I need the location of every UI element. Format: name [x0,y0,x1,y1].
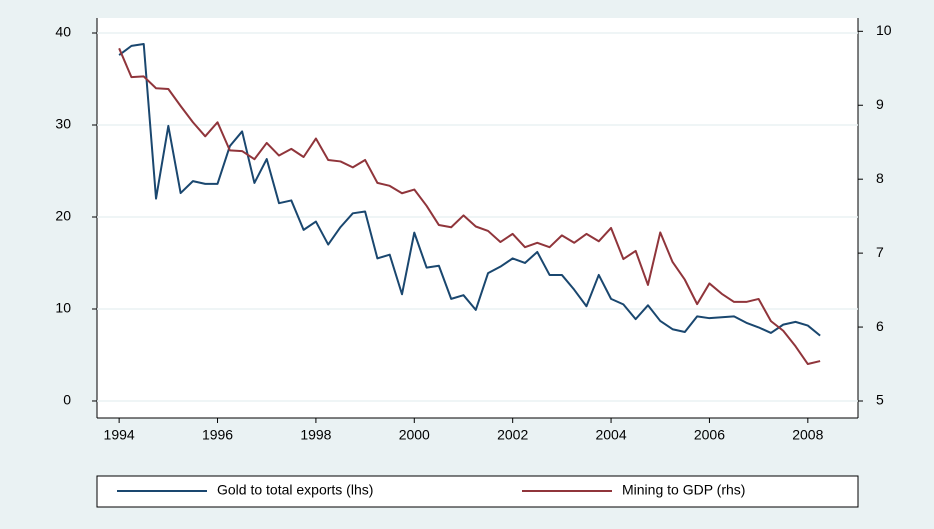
y-tick-label: 10 [55,300,71,316]
legend-label: Mining to GDP (rhs) [622,482,745,498]
x-tick-label: 1994 [104,427,135,443]
x-tick-label: 2004 [595,427,626,443]
x-tick-label: 2006 [694,427,725,443]
series-line [118,43,821,337]
y-tick-label: 0 [63,392,71,408]
y-tick-label: 30 [55,116,71,132]
y-tick-label: 20 [55,208,71,224]
x-tick-label: 2002 [497,427,528,443]
y2-tick-label: 8 [876,170,884,186]
legend-box [96,475,859,508]
y2-tick-label: 9 [876,96,884,112]
x-tick-label: 1998 [300,427,331,443]
x-tick-label: 2008 [792,427,823,443]
y-tick-label: 40 [55,24,71,40]
legend-label: Gold to total exports (lhs) [217,482,373,498]
x-tick-label: 1996 [202,427,233,443]
series-line [118,47,821,366]
x-tick-label: 2000 [399,427,430,443]
y2-tick-label: 7 [876,244,884,260]
plot-area [97,18,858,418]
y2-tick-label: 6 [876,318,884,334]
y2-tick-label: 5 [876,392,884,408]
y2-tick-label: 10 [876,22,892,38]
